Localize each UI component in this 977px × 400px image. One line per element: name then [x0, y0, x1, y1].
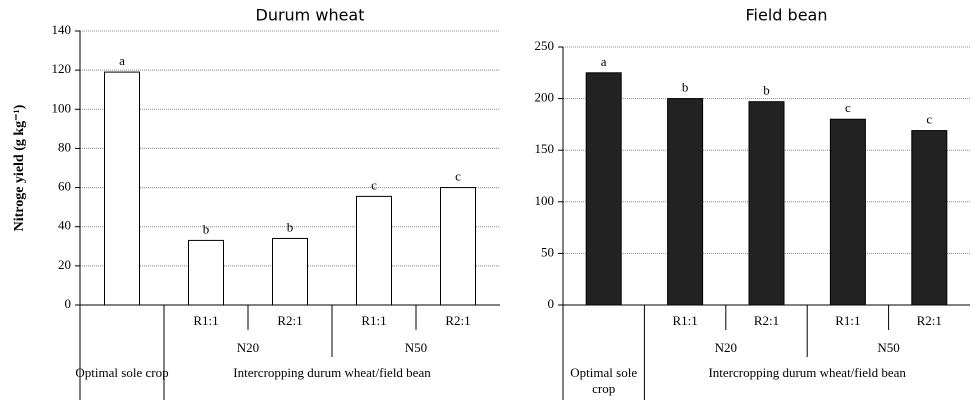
- section-label: Intercropping durum wheat/field bean: [708, 365, 906, 380]
- y-tick-label: 140: [52, 22, 72, 37]
- bar: [911, 130, 948, 306]
- x-tick-label: R1:1: [672, 313, 697, 328]
- group-label: N50: [877, 340, 899, 355]
- group-label: N20: [237, 340, 259, 355]
- x-tick-label: R2:1: [445, 313, 470, 328]
- bar: [748, 101, 785, 306]
- y-tick-label: 0: [548, 296, 555, 311]
- section-label: Optimal sole crop: [570, 365, 638, 396]
- significance-letter: c: [845, 100, 851, 115]
- chart-title: Field bean: [746, 6, 828, 25]
- significance-letter: c: [455, 169, 461, 184]
- section-label: Optimal sole crop: [75, 365, 169, 380]
- y-tick-label: 150: [535, 141, 555, 156]
- y-tick-label: 50: [541, 244, 554, 259]
- bar: [104, 71, 140, 306]
- y-tick-label: 100: [535, 193, 555, 208]
- bar: [440, 187, 476, 306]
- y-tick-label: 250: [535, 38, 555, 53]
- x-tick-label: R1:1: [361, 313, 386, 328]
- y-tick-label: 80: [58, 139, 71, 154]
- section-label: Intercropping durum wheat/field bean: [233, 365, 431, 380]
- significance-letter: b: [763, 83, 770, 98]
- significance-letter: b: [203, 221, 210, 236]
- significance-letter: c: [371, 177, 377, 192]
- y-tick-label: 0: [65, 296, 72, 311]
- group-label: N20: [715, 340, 737, 355]
- x-tick-label: R1:1: [835, 313, 860, 328]
- x-tick-label: R2:1: [754, 313, 779, 328]
- group-label: N50: [405, 340, 427, 355]
- y-tick-label: 60: [58, 179, 71, 194]
- bar: [188, 239, 224, 306]
- significance-letter: b: [287, 219, 294, 234]
- bar: [272, 237, 308, 306]
- y-tick-label: 120: [52, 61, 72, 76]
- significance-letter: c: [926, 112, 932, 127]
- bar: [667, 98, 704, 306]
- x-tick-label: R2:1: [917, 313, 942, 328]
- y-axis-label: Nitroge yield (g kg⁻¹): [12, 104, 27, 231]
- bar: [585, 72, 622, 306]
- bar: [356, 195, 392, 306]
- y-tick-label: 40: [58, 218, 71, 233]
- x-tick-label: R1:1: [193, 313, 218, 328]
- significance-letter: a: [119, 53, 125, 68]
- chart-title: Durum wheat: [256, 6, 365, 25]
- x-tick-label: R2:1: [277, 313, 302, 328]
- y-tick-label: 20: [58, 257, 71, 272]
- y-tick-label: 100: [52, 100, 72, 115]
- y-tick-label: 200: [535, 90, 555, 105]
- bar: [829, 118, 866, 306]
- significance-letter: b: [682, 80, 689, 95]
- significance-letter: a: [601, 54, 607, 69]
